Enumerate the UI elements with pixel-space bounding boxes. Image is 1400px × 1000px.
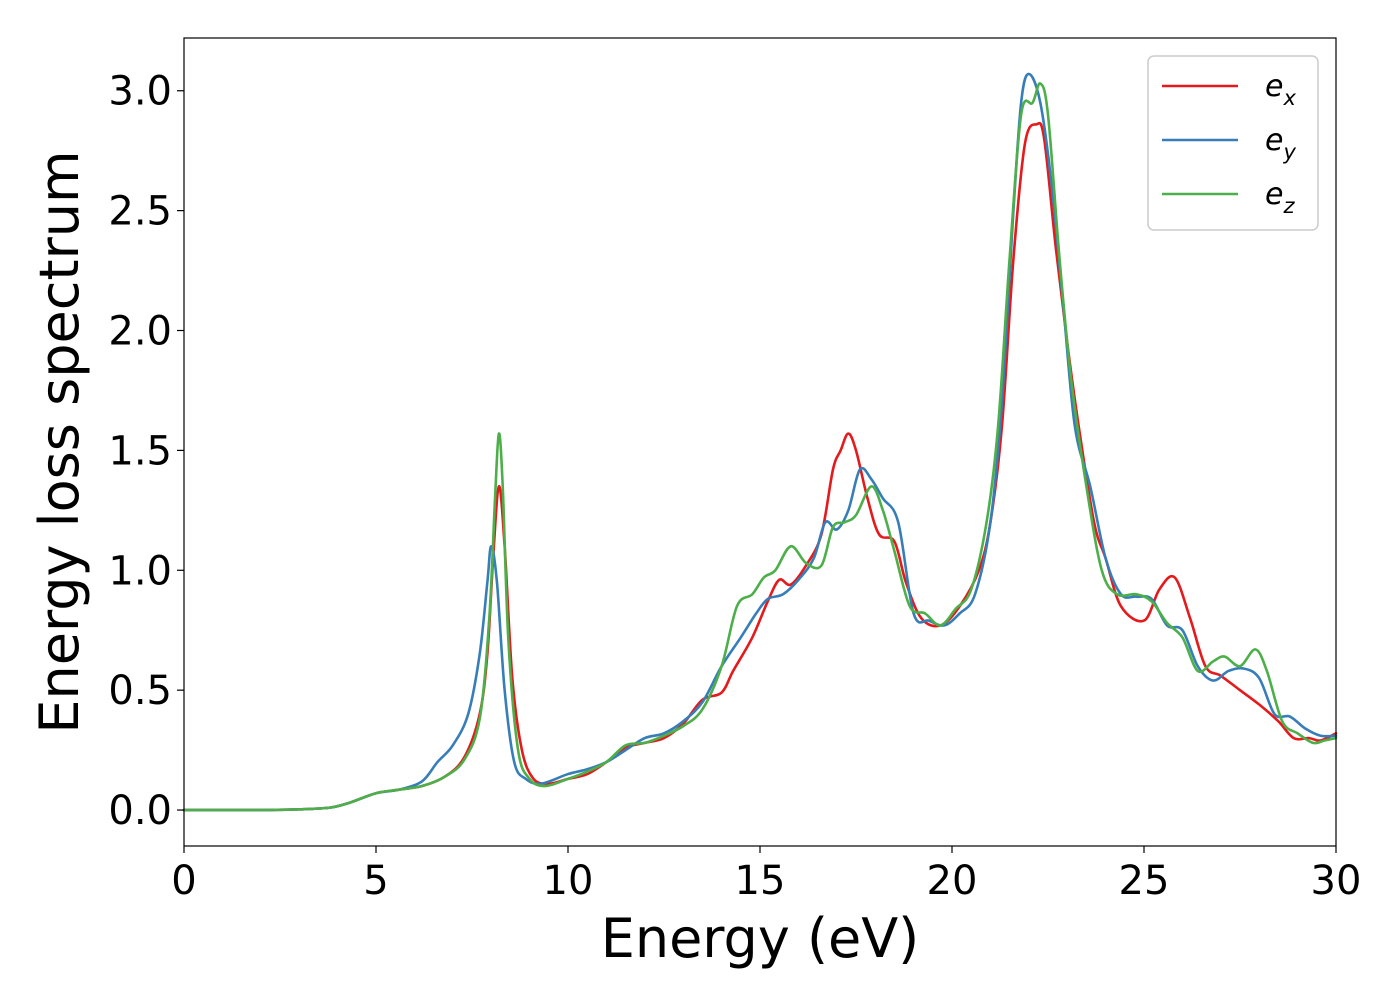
x-tick-label: 20 [927,858,978,904]
legend-label-subscript: x [1282,86,1296,110]
legend-label-subscript: y [1282,140,1296,164]
series-line-e-z [182,82,1338,812]
legend-label: ex [1265,69,1296,110]
legend-label-base: e [1265,177,1283,212]
y-axis-ticks: 0.0 0.5 1.0 1.5 2.0 2.5 3.0 [108,69,184,834]
legend-label: ey [1265,123,1296,164]
x-axis-label: Energy (eV) [601,907,920,970]
x-tick-label: 25 [1119,858,1170,904]
legend-label-subscript: z [1282,194,1295,218]
x-tick-label: 30 [1311,858,1362,904]
x-tick-label: 15 [735,858,786,904]
y-tick-label: 0.5 [108,668,172,714]
legend-box [1147,55,1319,231]
x-tick-label: 0 [171,858,196,904]
legend-label-base: e [1265,123,1283,158]
legend-label-base: e [1265,69,1283,104]
plot-background [184,38,1336,846]
y-tick-label: 0.0 [108,788,172,834]
y-tick-label: 3.0 [108,69,172,115]
y-tick-label: 1.5 [108,428,172,474]
y-tick-label: 2.5 [108,189,172,235]
x-tick-label: 5 [363,858,388,904]
y-axis-label: Energy loss spectrum [28,150,91,733]
x-axis-ticks: 0 5 10 15 20 25 30 [171,846,1361,904]
legend-label: ez [1265,177,1295,218]
x-tick-label: 10 [543,858,594,904]
series-layer [182,72,1338,812]
y-tick-label: 1.0 [108,548,172,594]
y-tick-label: 2.0 [108,309,172,355]
